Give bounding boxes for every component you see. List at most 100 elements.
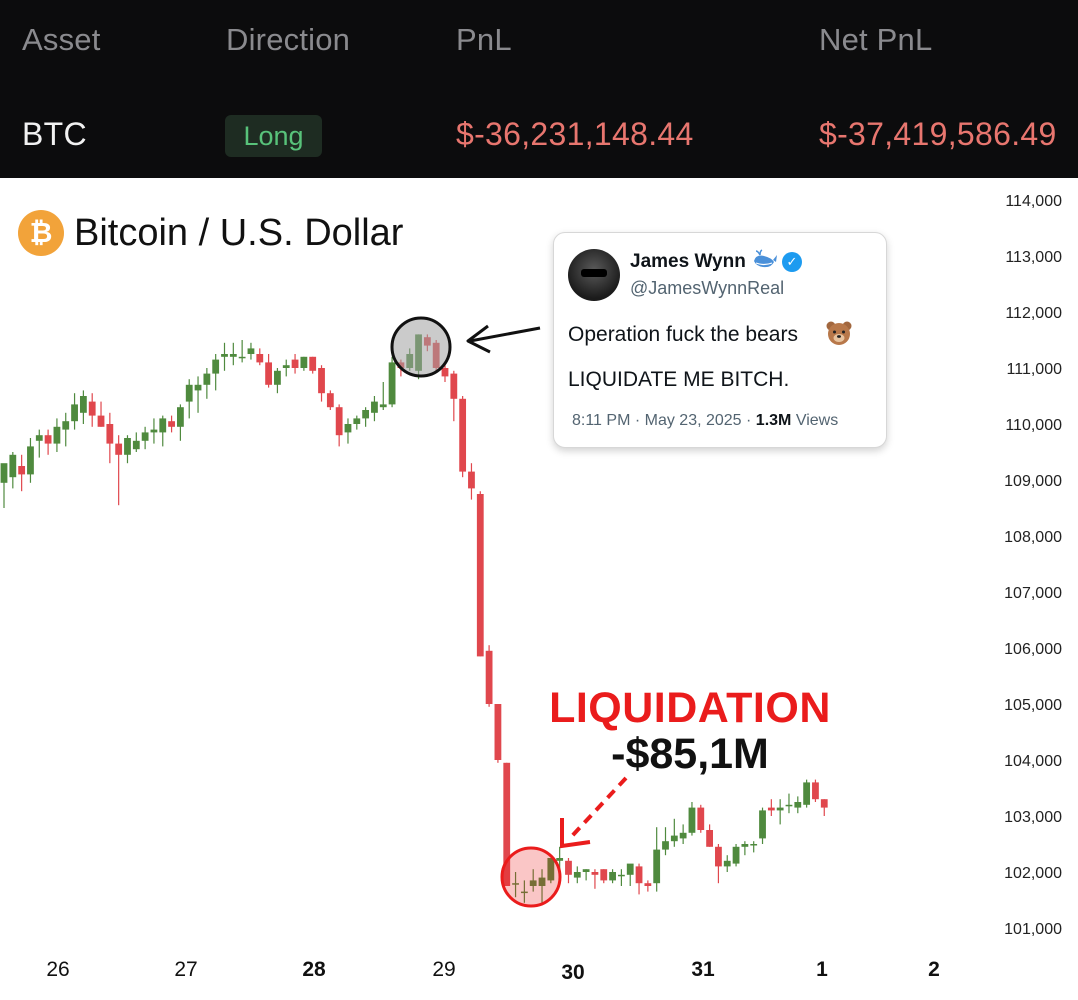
candle-body	[300, 356, 308, 368]
candle	[723, 855, 731, 872]
y-tick-label: 114,000	[1005, 193, 1062, 210]
candle-body	[18, 466, 26, 475]
candle-body	[150, 429, 158, 433]
tweet-handle[interactable]: @JamesWynnReal	[630, 278, 785, 298]
candle	[520, 880, 528, 903]
y-tick-label: 111,000	[1007, 361, 1063, 378]
candle	[565, 858, 572, 884]
candle	[618, 869, 625, 886]
candle	[194, 376, 202, 413]
x-tick-label: 28	[302, 958, 326, 981]
candle	[221, 342, 228, 371]
candle-body	[706, 830, 713, 847]
x-tick-label: 26	[46, 958, 69, 981]
candle-body	[715, 846, 722, 867]
candle	[353, 415, 361, 430]
candle-body	[697, 807, 705, 830]
candle	[741, 841, 749, 856]
candle	[238, 340, 246, 363]
liquidation-highlight	[500, 846, 562, 908]
candle	[71, 393, 78, 430]
candle-body	[229, 354, 237, 357]
candle-body	[600, 869, 608, 881]
candle	[185, 379, 193, 419]
candle	[62, 412, 70, 447]
candle-body	[353, 418, 361, 424]
candle	[776, 799, 784, 825]
candle-body	[653, 849, 661, 884]
candle-body	[803, 782, 811, 805]
candle-body	[53, 426, 61, 444]
tweet-card[interactable]: James Wynn ✓ @JamesWynnReal Operation fu…	[553, 232, 887, 448]
y-tick-label: 107,000	[1004, 585, 1062, 602]
tweet-moment-highlight	[390, 316, 452, 378]
tweet-arrow	[466, 324, 541, 354]
candle-body	[741, 844, 749, 847]
candle-body	[485, 650, 493, 704]
candle	[662, 827, 669, 856]
candle	[653, 827, 661, 892]
tweet-timestamp[interactable]: 8:11 PM · May 23, 2025 ·	[572, 412, 756, 429]
candle	[318, 365, 325, 402]
candle	[141, 426, 149, 450]
y-tick-label: 110,000	[1005, 417, 1062, 434]
candle-body	[291, 359, 299, 368]
candle	[697, 804, 705, 833]
candle-body	[476, 494, 484, 657]
candle-body	[194, 384, 202, 391]
candle-body	[44, 435, 52, 444]
candle	[785, 793, 793, 814]
candle-body	[265, 362, 272, 385]
candle-body	[185, 384, 193, 402]
asset-value: BTC	[22, 116, 87, 152]
candle-body	[256, 354, 264, 363]
candle-body	[494, 704, 502, 760]
y-tick-label: 109,000	[1004, 473, 1062, 490]
avatar[interactable]	[568, 249, 620, 301]
candle	[529, 869, 537, 892]
candle	[556, 846, 564, 870]
candle-body	[379, 404, 387, 408]
candle	[203, 368, 211, 399]
highlights	[390, 316, 562, 908]
candle	[459, 396, 467, 478]
candle	[503, 762, 511, 886]
candle-body	[344, 424, 352, 433]
col-asset-header: Asset	[22, 22, 101, 57]
candle	[44, 429, 52, 455]
candle-body	[609, 872, 616, 881]
candle	[300, 356, 308, 371]
candle	[229, 342, 237, 366]
candle-body	[335, 407, 343, 436]
x-tick-label: 31	[691, 958, 715, 981]
candle-body	[512, 883, 519, 885]
candle	[609, 869, 616, 884]
candle	[626, 863, 634, 886]
candle-body	[520, 891, 528, 894]
candle-body	[71, 404, 78, 422]
candle-body	[9, 454, 17, 478]
candle	[494, 704, 502, 763]
candle-body	[62, 421, 70, 430]
whale-emoji-icon	[754, 249, 777, 268]
x-axis: 26 27 28 29 30 31 1 2	[46, 958, 940, 984]
x-tick-label: 1	[816, 958, 828, 981]
candle	[388, 356, 396, 408]
candle	[27, 438, 34, 483]
candle	[732, 844, 740, 867]
x-tick-label: 29	[432, 958, 455, 981]
candle	[644, 880, 652, 892]
tweet-author-name[interactable]: James Wynn	[630, 251, 746, 272]
x-tick-label: 30	[561, 961, 584, 984]
liquidation-amount: -$85,1M	[611, 730, 769, 778]
candle-body	[141, 432, 149, 441]
candle-body	[388, 362, 396, 405]
candle-body	[785, 804, 793, 807]
candle-body	[221, 354, 228, 357]
candle-body	[450, 373, 458, 399]
x-tick-label: 2	[928, 958, 940, 981]
candle-body	[670, 835, 678, 842]
candle	[177, 404, 184, 441]
candle-body	[203, 373, 211, 385]
candle-body	[459, 398, 467, 472]
